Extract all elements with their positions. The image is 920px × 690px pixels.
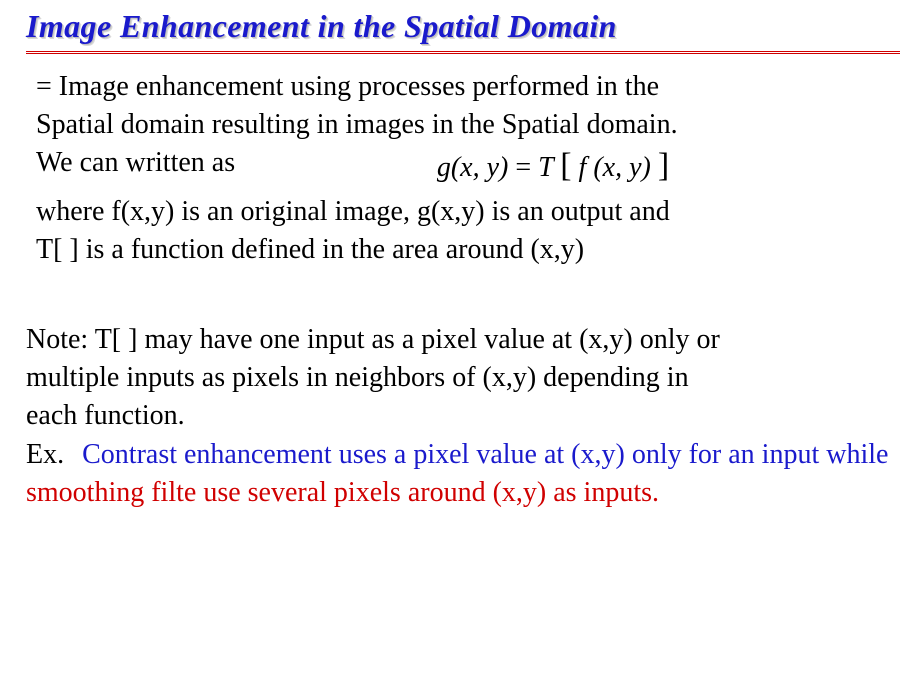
- slide-root: Image Enhancement in the Spatial Domain …: [0, 0, 920, 690]
- explain-line-1: where f(x,y) is an original image, g(x,y…: [36, 196, 670, 227]
- intro-line-2: Spatial domain resulting in images in th…: [36, 109, 678, 140]
- intro-line-3: We can written as: [36, 147, 235, 178]
- eq-lbracket: [: [560, 147, 571, 184]
- eq-f: f (x, y): [579, 152, 651, 183]
- eq-T: T: [538, 152, 553, 183]
- example-block: Ex. Contrast enhancement uses a pixel val…: [26, 436, 900, 512]
- slide-title: Image Enhancement in the Spatial Domain: [26, 8, 900, 45]
- eq-lhs: g(x, y): [437, 152, 509, 183]
- note-line-2: multiple inputs as pixels in neighbors o…: [26, 362, 689, 393]
- intro-line-1: = Image enhancement using processes perf…: [36, 71, 659, 102]
- eq-equals: =: [515, 152, 531, 183]
- explain-line-2: T[ ] is a function defined in the area a…: [36, 234, 584, 265]
- title-divider: [26, 51, 900, 54]
- note-block: Note: T[ ] may have one input as a pixel…: [26, 321, 900, 434]
- explain-block: where f(x,y) is an original image, g(x,y…: [36, 193, 900, 269]
- equation: g(x, y) = T [ f (x, y) ]: [206, 147, 900, 185]
- example-blue: Contrast enhancement uses a pixel value …: [82, 439, 888, 470]
- eq-rbracket: ]: [658, 147, 669, 184]
- example-red: smoothing filte use several pixels aroun…: [26, 477, 659, 508]
- note-line-3: each function.: [26, 400, 185, 431]
- example-label: Ex.: [26, 439, 64, 470]
- note-line-1: Note: T[ ] may have one input as a pixel…: [26, 324, 720, 355]
